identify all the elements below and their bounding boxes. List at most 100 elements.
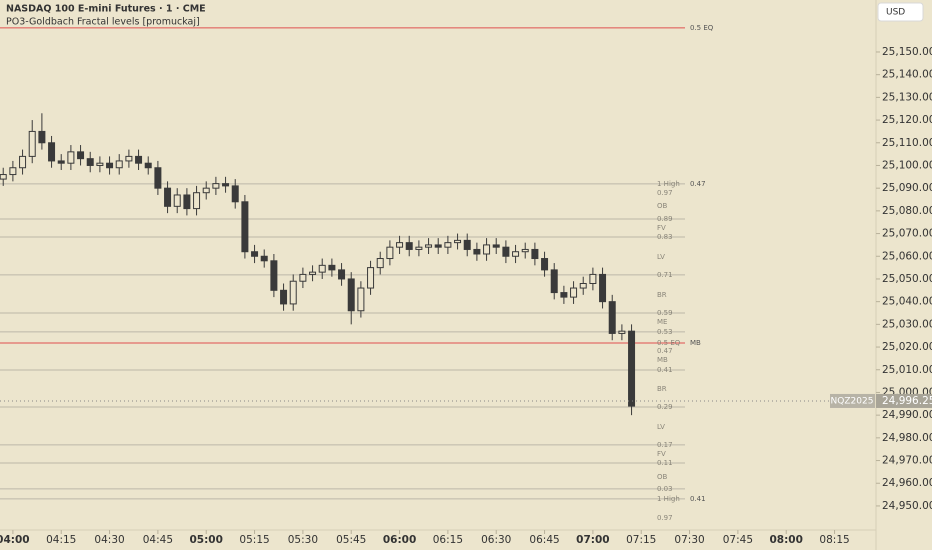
x-tick-label: 04:45 bbox=[143, 534, 173, 546]
level-label: 0.47 bbox=[657, 347, 673, 355]
level-label: 0.89 bbox=[657, 215, 673, 223]
y-tick-label: 25,020.00 bbox=[882, 341, 932, 353]
candle-body bbox=[57, 160, 65, 164]
x-tick-label: 05:15 bbox=[239, 534, 269, 546]
y-tick-label: 25,010.00 bbox=[882, 364, 932, 376]
currency-label[interactable]: USD bbox=[886, 8, 905, 18]
level-label: 0.71 bbox=[657, 271, 673, 279]
x-tick-label: 07:00 bbox=[576, 534, 609, 546]
y-tick-label: 24,950.00 bbox=[882, 500, 932, 512]
candle-body bbox=[367, 267, 375, 289]
y-tick-label: 25,140.00 bbox=[882, 69, 932, 81]
level-label: 0.41 bbox=[657, 366, 673, 374]
candle-body bbox=[483, 244, 491, 255]
y-tick-label: 24,980.00 bbox=[882, 432, 932, 444]
candle-body bbox=[434, 244, 442, 248]
candle-body bbox=[492, 244, 500, 248]
candle-body bbox=[135, 155, 143, 164]
y-tick-label: 25,150.00 bbox=[882, 46, 932, 58]
candle-body bbox=[454, 239, 462, 244]
candle-body bbox=[579, 282, 587, 289]
candle-body bbox=[512, 251, 520, 257]
candle-body bbox=[212, 183, 220, 189]
candle-body bbox=[618, 330, 626, 334]
y-tick-label: 24,990.00 bbox=[882, 409, 932, 421]
x-tick-label: 04:15 bbox=[46, 534, 76, 546]
level-label: ME bbox=[657, 318, 667, 326]
candle-body bbox=[38, 130, 46, 144]
level-label: MB bbox=[657, 356, 668, 364]
candle-body bbox=[270, 260, 278, 291]
candle-body bbox=[28, 130, 36, 157]
candle-body bbox=[183, 194, 191, 210]
level-right-label: MB bbox=[690, 339, 701, 347]
indicator-name: PO3-Goldbach Fractal levels [promuckaj] bbox=[6, 17, 200, 28]
level-label: 0.5 EQ bbox=[657, 339, 681, 347]
x-tick-label: 06:45 bbox=[529, 534, 559, 546]
y-tick-label: 25,120.00 bbox=[882, 114, 932, 126]
last-price-label: 24,996.25 bbox=[882, 395, 932, 407]
y-tick-label: 25,110.00 bbox=[882, 137, 932, 149]
candle-body bbox=[541, 258, 549, 271]
candle-body bbox=[19, 155, 27, 169]
level-label: 0.53 bbox=[657, 328, 673, 336]
candle-body bbox=[299, 273, 307, 282]
x-tick-label: 06:30 bbox=[481, 534, 511, 546]
candle-body bbox=[347, 278, 355, 312]
candle-body bbox=[570, 287, 578, 298]
candle-body bbox=[251, 251, 259, 257]
candle-body bbox=[289, 280, 297, 305]
candle-body bbox=[338, 269, 346, 280]
symbol-label: NQZ2025 bbox=[831, 396, 874, 406]
level-label: OB bbox=[657, 473, 668, 481]
candle-body bbox=[309, 271, 317, 275]
candle-body bbox=[589, 273, 597, 284]
candle-body bbox=[115, 160, 123, 169]
candle-body bbox=[444, 242, 452, 248]
candle-body bbox=[241, 201, 249, 253]
y-tick-label: 24,960.00 bbox=[882, 477, 932, 489]
candle-body bbox=[376, 258, 384, 269]
level-label: 1 High bbox=[657, 495, 680, 503]
candle-body bbox=[396, 242, 404, 248]
y-tick-label: 25,040.00 bbox=[882, 296, 932, 308]
candle-body bbox=[521, 248, 529, 253]
candle-body bbox=[463, 239, 471, 250]
x-tick-label: 05:45 bbox=[336, 534, 366, 546]
level-label: BR bbox=[657, 291, 667, 299]
level-label: LV bbox=[657, 423, 665, 431]
candle-body bbox=[473, 248, 481, 255]
level-label: OB bbox=[657, 202, 668, 210]
level-right-label: 0.47 bbox=[690, 180, 706, 188]
y-tick-label: 25,030.00 bbox=[882, 318, 932, 330]
candle-body bbox=[202, 187, 210, 194]
candle-body bbox=[154, 167, 162, 189]
level-label: BR bbox=[657, 385, 667, 393]
candle-body bbox=[67, 151, 75, 164]
candle-body bbox=[599, 273, 607, 303]
x-tick-label: 05:30 bbox=[288, 534, 318, 546]
candle-body bbox=[415, 246, 423, 250]
level-label: 0.59 bbox=[657, 309, 673, 317]
level-right-label: 0.41 bbox=[690, 495, 706, 503]
symbol-box bbox=[830, 393, 875, 408]
x-tick-label: 08:00 bbox=[770, 534, 803, 546]
level-label: 0.97 bbox=[657, 189, 673, 197]
y-tick-label: 25,050.00 bbox=[882, 273, 932, 285]
level-label: FV bbox=[657, 224, 666, 232]
currency-button[interactable] bbox=[877, 2, 924, 22]
level-label: 0.29 bbox=[657, 403, 673, 411]
x-tick-label: 04:00 bbox=[0, 534, 30, 546]
x-tick-label: 06:00 bbox=[383, 534, 416, 546]
level-label: 0.83 bbox=[657, 233, 673, 241]
candle-body bbox=[164, 187, 172, 207]
candle-body bbox=[425, 244, 433, 248]
y-tick-label: 25,060.00 bbox=[882, 250, 932, 262]
candle-body bbox=[531, 248, 539, 260]
x-tick-label: 07:30 bbox=[674, 534, 704, 546]
candle-body bbox=[96, 162, 104, 166]
candle-body bbox=[193, 192, 201, 210]
candle-body bbox=[628, 330, 636, 407]
x-tick-label: 07:45 bbox=[723, 534, 753, 546]
